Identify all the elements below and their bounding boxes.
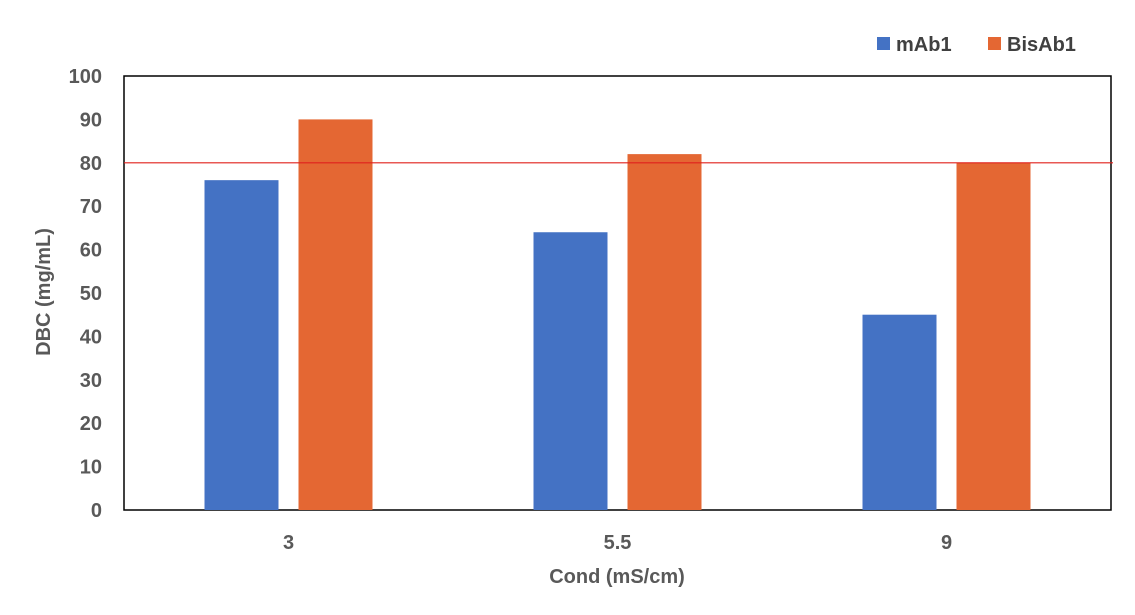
bar-mab1-5-5 (533, 232, 608, 511)
legend-label-bisab1: BisAb1 (1007, 34, 1076, 56)
y-tick-label: 20 (80, 413, 102, 435)
y-tick-label: 80 (80, 153, 102, 175)
plot-frame (123, 75, 1112, 511)
y-tick-label: 70 (80, 196, 102, 218)
y-tick-label: 10 (80, 457, 102, 479)
bar-bisab1-9 (956, 162, 1031, 511)
y-tick-label: 40 (80, 326, 102, 348)
legend: mAb1 BisAb1 (877, 34, 1076, 56)
legend-swatch-mab1 (877, 37, 890, 50)
legend-label-mab1: mAb1 (896, 34, 952, 56)
y-tick-label: 30 (80, 370, 102, 392)
y-tick-label: 60 (80, 240, 102, 262)
bar-mab1-3 (204, 180, 279, 510)
x-tick-label: 3 (283, 532, 294, 554)
bar-bisab1-3 (298, 119, 373, 511)
y-tick-label: 0 (91, 500, 102, 522)
x-tick-label: 5.5 (604, 532, 632, 554)
legend-swatch-bisab1 (988, 37, 1001, 50)
x-axis-ticks: 3 5.5 9 (283, 532, 952, 554)
plot-area (123, 75, 1112, 511)
y-axis-title: DBC (mg/mL) (33, 228, 55, 356)
x-axis-title: Cond (mS/cm) (549, 566, 685, 588)
y-tick-label: 100 (69, 66, 102, 88)
y-tick-label: 50 (80, 283, 102, 305)
bar-mab1-9 (862, 314, 937, 510)
bar-bisab1-5-5 (627, 154, 702, 510)
y-tick-label: 90 (80, 109, 102, 131)
y-axis-ticks: 0 10 20 30 40 50 60 70 80 90 100 (69, 66, 102, 522)
x-tick-label: 9 (941, 532, 952, 554)
